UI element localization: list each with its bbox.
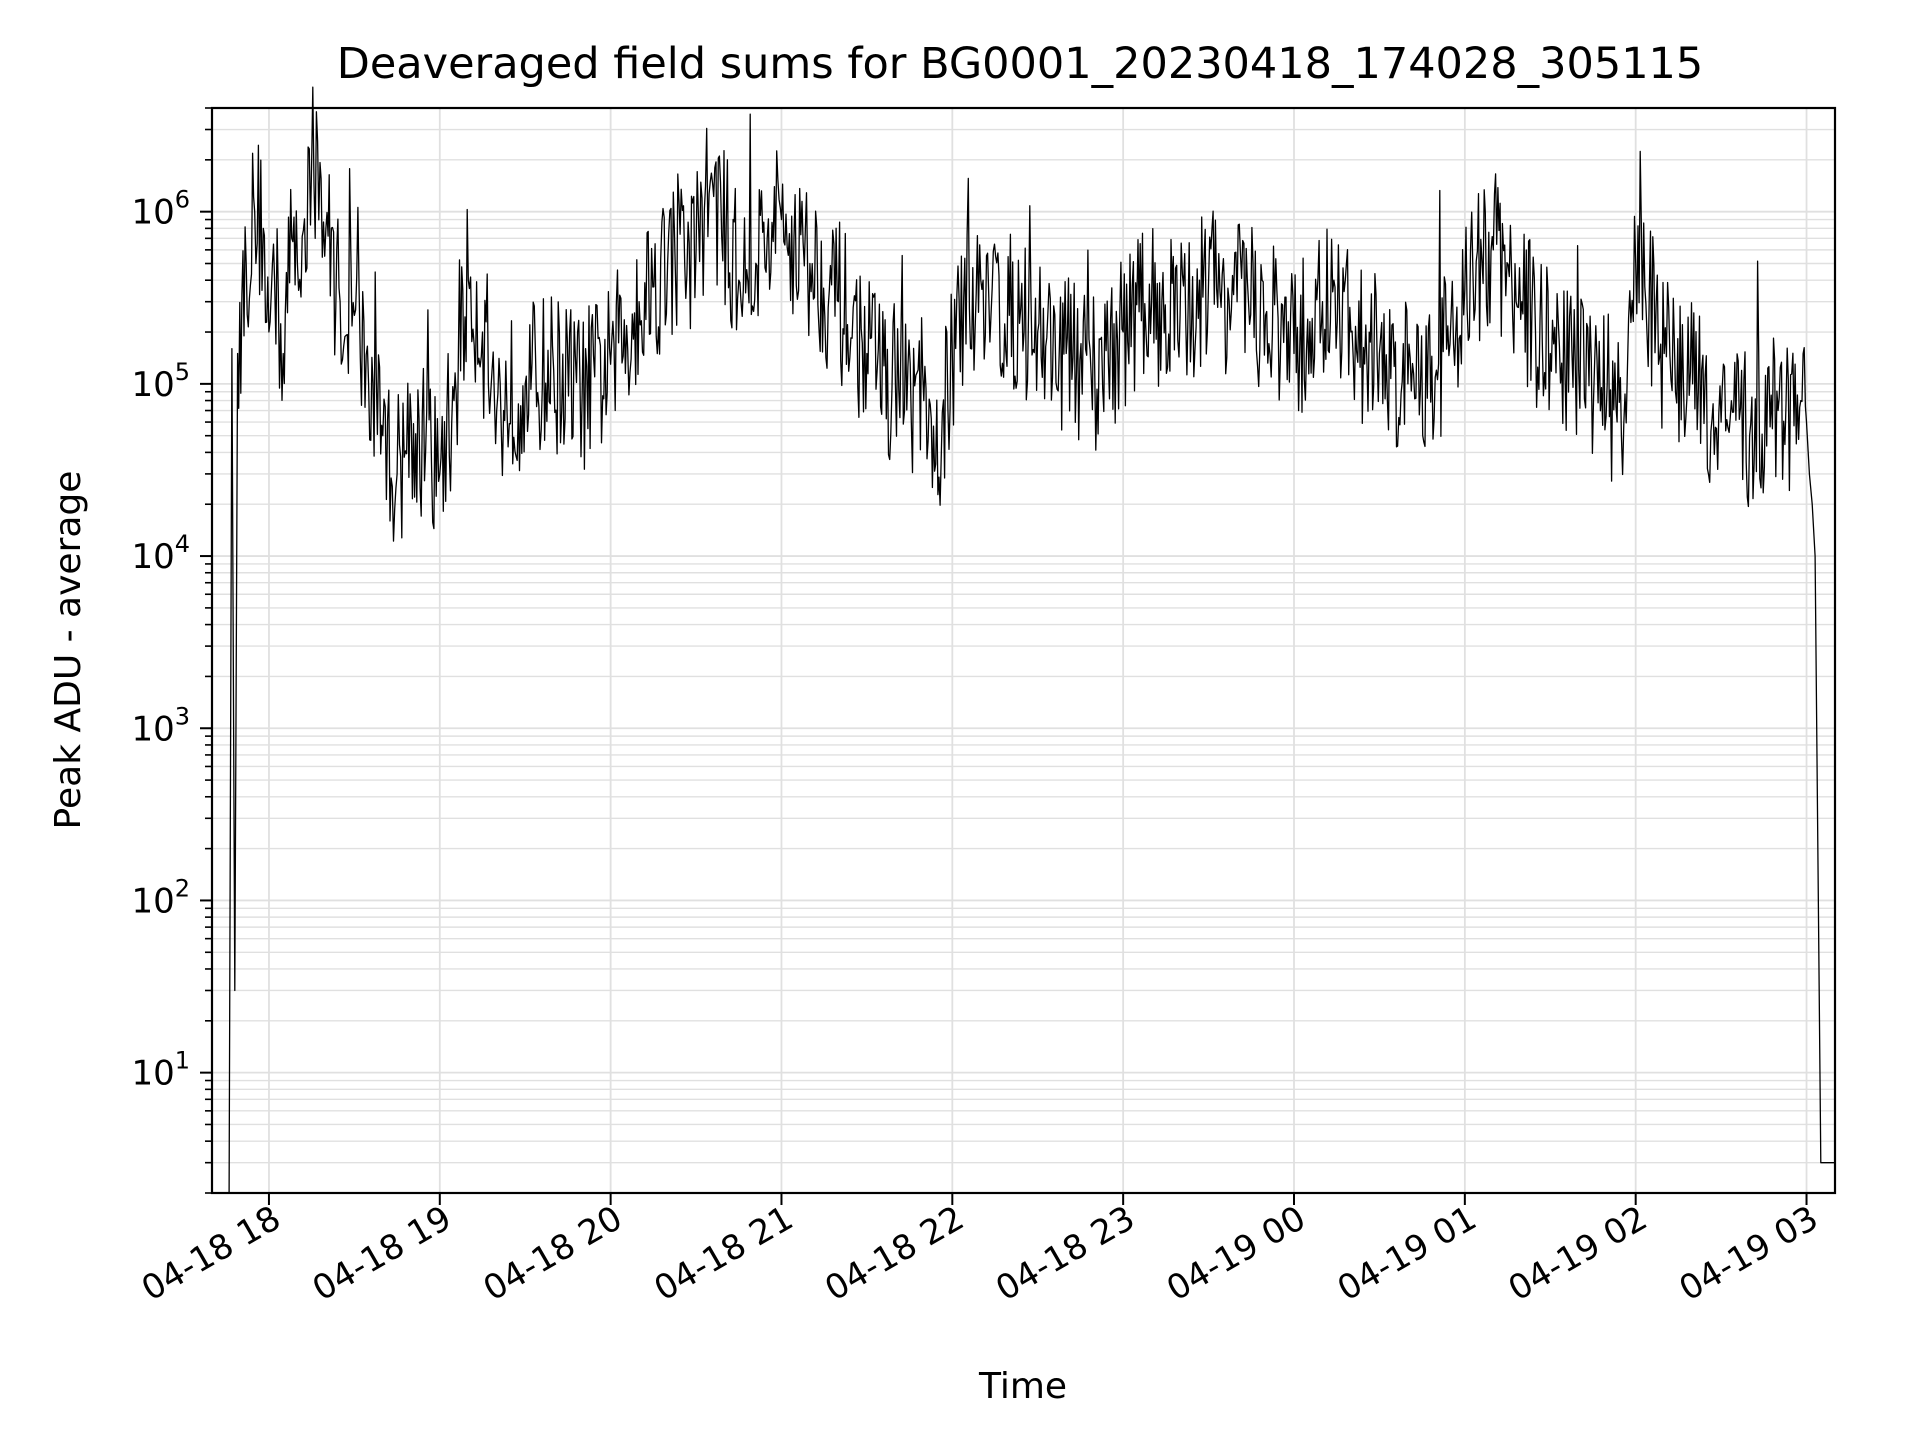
y-tick-label: 102 [131, 874, 190, 921]
x-axis-title: Time [978, 1366, 1067, 1407]
plot-frame [210, 106, 1837, 1195]
y-tick-label: 104 [131, 530, 190, 577]
y-tick-label: 106 [131, 186, 190, 233]
data-line [228, 86, 1835, 1194]
y-axis-title: Peak ADU - average [48, 471, 89, 830]
y-tick-label: 105 [131, 358, 190, 405]
y-tick-label: 103 [131, 702, 190, 749]
grid [212, 107, 1835, 1194]
series-layer [228, 86, 1835, 1194]
y-axis: 101 102 103 104 105 106 [131, 107, 212, 1194]
chart-title: Deaveraged field sums for BG0001_2023041… [337, 39, 1704, 89]
y-tick-label: 101 [131, 1047, 190, 1094]
